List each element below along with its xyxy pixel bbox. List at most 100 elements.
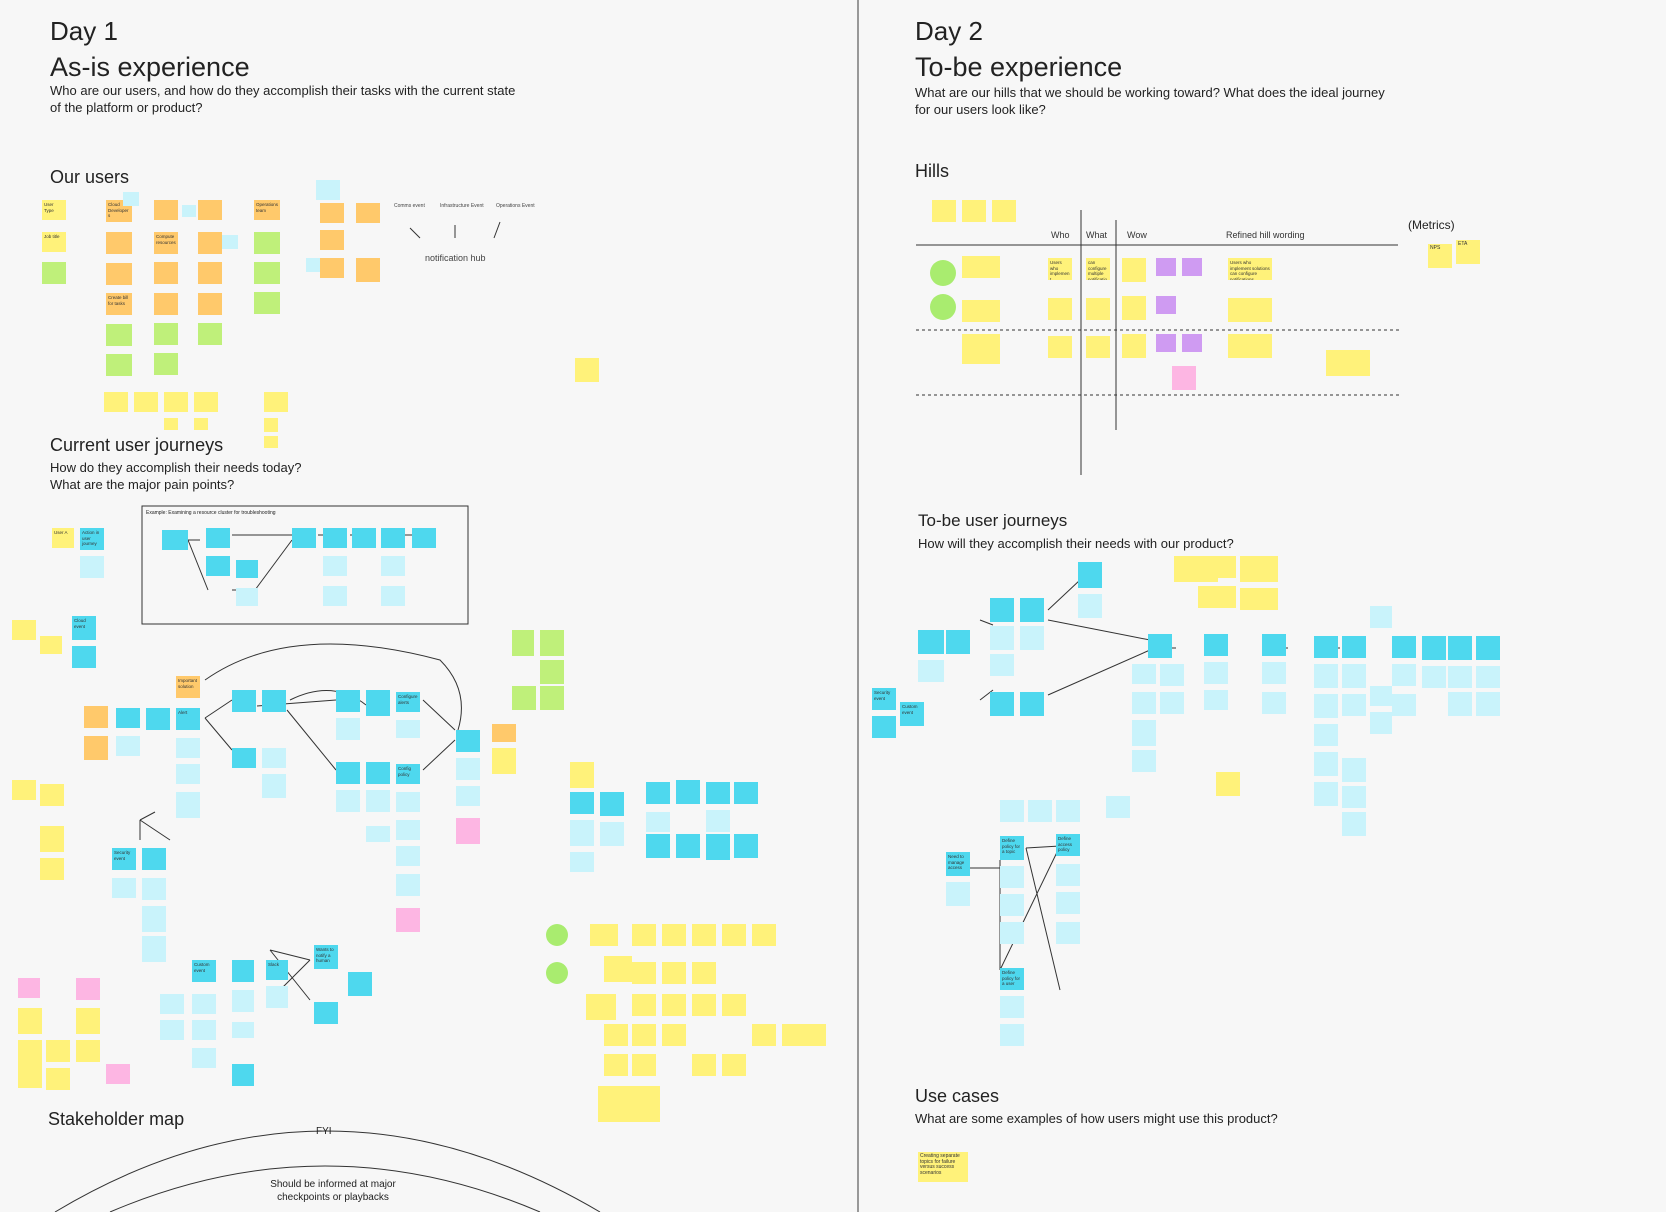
sticky-note	[962, 200, 986, 222]
sticky-note	[154, 353, 178, 375]
sticky-note	[1020, 692, 1044, 716]
sticky-note	[236, 560, 258, 578]
sticky-note	[46, 1040, 70, 1062]
sticky-note	[706, 834, 730, 860]
sticky-note	[323, 528, 347, 548]
event-label-infra: Infrastructure Event	[440, 203, 484, 209]
sticky-note	[160, 994, 184, 1014]
sticky-note	[154, 323, 178, 345]
sticky-note: ETA	[1456, 240, 1480, 264]
sticky-note	[1240, 556, 1278, 582]
sticky-note	[540, 630, 564, 656]
sticky-note	[123, 192, 139, 206]
sticky-note	[734, 834, 758, 858]
sticky-note: Users who implement solutions can config…	[1228, 258, 1272, 280]
sticky-note	[662, 1024, 686, 1046]
circle-sticker	[930, 260, 956, 286]
sticky-note	[722, 924, 746, 946]
sticky-note	[1314, 664, 1338, 688]
sticky-note	[366, 762, 390, 784]
sticky-note	[40, 636, 62, 654]
sticky-note	[198, 262, 222, 284]
sticky-note: Security event	[872, 688, 896, 710]
sticky-note	[164, 392, 188, 412]
sticky-note	[134, 392, 158, 412]
tobe-journeys-sub: How will they accomplish their needs wit…	[918, 536, 1234, 551]
sticky-note	[575, 358, 599, 382]
sticky-note	[236, 588, 258, 606]
sticky-note	[456, 730, 480, 752]
sticky-note: Compute resources	[154, 232, 178, 254]
sticky-note	[600, 792, 624, 816]
sticky-note	[142, 848, 166, 870]
sticky-note	[292, 528, 316, 548]
sticky-note	[176, 792, 200, 818]
sticky-note	[106, 1064, 130, 1084]
sticky-note	[80, 556, 104, 578]
sticky-note: Job title	[42, 232, 66, 252]
day1-subtitle: Who are our users, and how do they accom…	[50, 83, 516, 115]
sticky-note	[232, 960, 254, 982]
sticky-note: Need to manage access	[946, 852, 970, 876]
sticky-note	[1204, 634, 1228, 656]
sticky-note: Define policy for a user	[1000, 968, 1024, 990]
sticky-note	[1000, 1024, 1024, 1046]
sticky-note	[18, 978, 40, 998]
sticky-note	[1160, 664, 1184, 686]
sticky-note	[194, 418, 208, 430]
sticky-note	[1314, 782, 1338, 806]
sticky-note	[206, 528, 230, 548]
sticky-note	[1122, 258, 1146, 282]
sticky-note	[176, 738, 200, 758]
sticky-note	[586, 994, 616, 1020]
sticky-note	[352, 528, 376, 548]
sticky-note	[600, 822, 624, 846]
sticky-note	[198, 323, 222, 345]
sticky-note	[412, 528, 436, 548]
sticky-note	[1342, 664, 1366, 688]
current-journeys-sub2: What are the major pain points?	[50, 477, 235, 492]
sticky-note	[1156, 334, 1176, 352]
sticky-note	[1000, 866, 1024, 888]
fyi-label: FYI	[316, 1126, 332, 1137]
sticky-note	[456, 818, 480, 844]
sticky-note	[1056, 864, 1080, 886]
sticky-note	[1086, 298, 1110, 320]
sticky-note	[356, 258, 380, 282]
sticky-note	[1342, 694, 1366, 716]
sticky-note	[1156, 296, 1176, 314]
sticky-note	[946, 882, 970, 906]
sticky-note	[962, 256, 1000, 278]
sticky-note	[106, 232, 132, 254]
sticky-note	[198, 232, 222, 254]
sticky-note	[692, 994, 716, 1016]
sticky-note	[106, 354, 132, 376]
sticky-note	[264, 418, 278, 432]
circle-sticker	[546, 924, 568, 946]
event-label-comms: Comms event	[394, 203, 425, 209]
sticky-note	[320, 230, 344, 250]
sticky-note	[154, 293, 178, 315]
sticky-note	[192, 1048, 216, 1068]
sticky-note	[232, 1064, 254, 1086]
sticky-note	[366, 690, 390, 716]
sticky-note: Create bill for tasks	[106, 293, 132, 315]
sticky-note	[632, 1054, 656, 1076]
sticky-note	[46, 1068, 70, 1090]
sticky-note	[676, 834, 700, 858]
circle-sticker	[546, 962, 568, 984]
sticky-note	[1342, 636, 1366, 658]
sticky-note	[160, 1020, 184, 1040]
hills-header-who: Who	[1051, 230, 1070, 240]
sticky-note	[1132, 664, 1156, 684]
sticky-note: User Type	[42, 200, 66, 220]
sticky-note	[84, 706, 108, 728]
sticky-note	[1148, 634, 1172, 658]
sticky-note	[1086, 336, 1110, 358]
event-label-ops: Operations Event	[496, 203, 535, 209]
sticky-note	[676, 780, 700, 804]
sticky-note	[40, 784, 64, 806]
sticky-note	[222, 235, 238, 249]
sticky-note	[206, 556, 230, 576]
sticky-note: Users who implement solutions	[1048, 258, 1072, 280]
